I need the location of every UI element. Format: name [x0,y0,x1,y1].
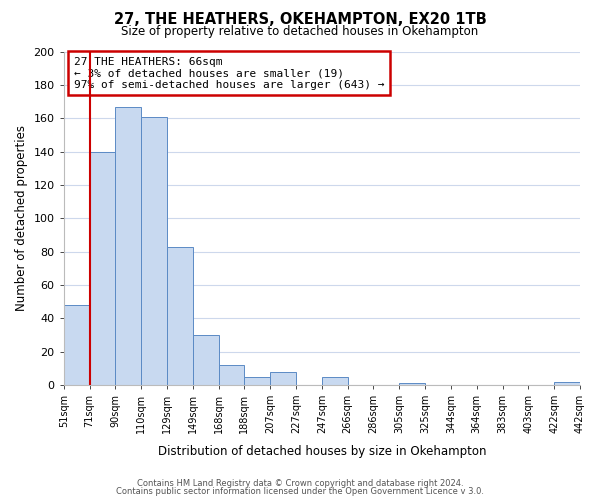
Bar [399,383,425,385]
Y-axis label: Number of detached properties: Number of detached properties [15,125,28,311]
Text: Contains HM Land Registry data © Crown copyright and database right 2024.: Contains HM Land Registry data © Crown c… [137,478,463,488]
Text: 27, THE HEATHERS, OKEHAMPTON, EX20 1TB: 27, THE HEATHERS, OKEHAMPTON, EX20 1TB [113,12,487,28]
Text: 27 THE HEATHERS: 66sqm
← 3% of detached houses are smaller (19)
97% of semi-deta: 27 THE HEATHERS: 66sqm ← 3% of detached … [74,56,385,90]
Bar [115,106,141,385]
Bar [89,152,115,385]
Bar [141,116,167,385]
Bar [193,335,218,385]
Text: Contains public sector information licensed under the Open Government Licence v : Contains public sector information licen… [116,487,484,496]
Bar [218,365,244,385]
Bar [322,376,347,385]
Bar [270,372,296,385]
Bar [64,305,89,385]
Text: Size of property relative to detached houses in Okehampton: Size of property relative to detached ho… [121,25,479,38]
Bar [244,376,270,385]
X-axis label: Distribution of detached houses by size in Okehampton: Distribution of detached houses by size … [158,444,486,458]
Bar [167,246,193,385]
Bar [554,382,580,385]
